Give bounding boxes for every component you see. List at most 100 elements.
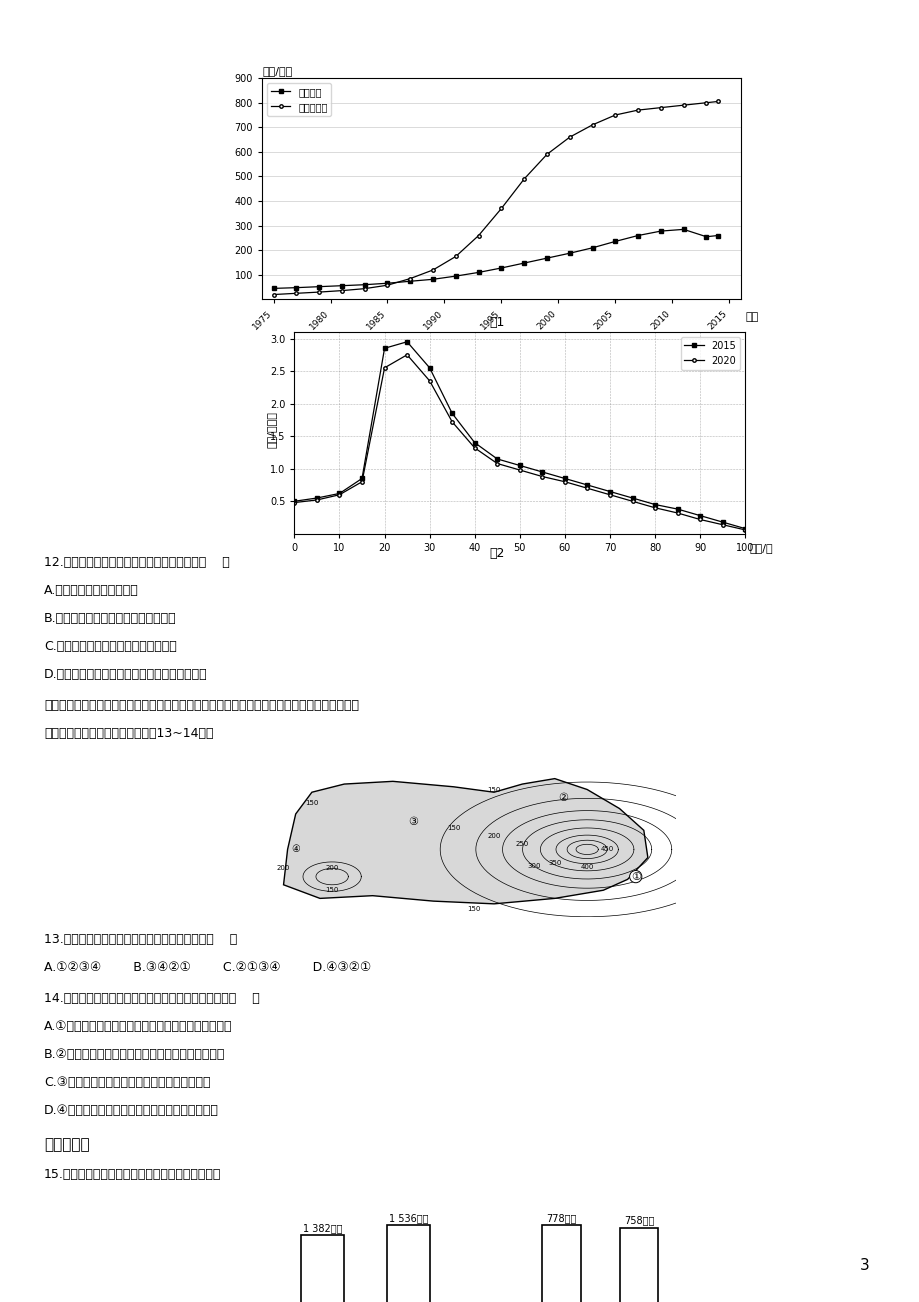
非户籍人口 xyxy=(609,107,620,122)
2015 xyxy=(649,497,660,513)
户籍人口 xyxy=(313,279,324,294)
户籍人口 xyxy=(563,245,574,260)
Text: 人数/万人: 人数/万人 xyxy=(262,65,292,76)
Text: 400: 400 xyxy=(580,865,593,870)
非户籍人口 xyxy=(677,98,688,113)
户籍人口 xyxy=(449,268,460,284)
2020 xyxy=(447,414,458,430)
2015 xyxy=(671,501,682,517)
户籍人口 xyxy=(336,277,347,293)
Line: 户籍人口: 户籍人口 xyxy=(271,228,719,290)
2020 xyxy=(312,492,323,508)
Text: 图1: 图1 xyxy=(489,316,504,329)
户籍人口 xyxy=(632,228,643,243)
非户籍人口 xyxy=(336,283,347,298)
非户籍人口 xyxy=(563,129,574,145)
Polygon shape xyxy=(283,779,647,904)
2015 xyxy=(604,483,615,499)
2020 xyxy=(514,462,525,478)
非户籍人口 xyxy=(654,100,665,116)
2015 xyxy=(289,493,300,509)
Text: 200: 200 xyxy=(277,866,289,871)
2020 xyxy=(582,480,593,496)
Text: D.该城市人口年龄结构不合理，社会象养压力大: D.该城市人口年龄结构不合理，社会象养压力大 xyxy=(44,668,208,681)
Text: 150: 150 xyxy=(467,906,480,913)
户籍人口 xyxy=(427,272,438,288)
2020 xyxy=(492,456,503,471)
非户籍人口 xyxy=(495,201,506,216)
户籍人口 xyxy=(472,264,483,280)
Text: ②: ② xyxy=(557,793,567,802)
2015 xyxy=(694,508,705,523)
Text: 200: 200 xyxy=(487,833,500,838)
户籍人口 xyxy=(381,276,392,292)
2015 xyxy=(402,333,413,349)
户籍人口 xyxy=(495,260,506,276)
2015 xyxy=(312,490,323,505)
非户籍人口 xyxy=(700,95,711,111)
Text: A.①地区人口潜力大，主要的影响因素是自然条件优越: A.①地区人口潜力大，主要的影响因素是自然条件优越 xyxy=(44,1019,233,1032)
户籍人口 xyxy=(290,280,301,296)
Line: 2020: 2020 xyxy=(292,353,746,531)
非户籍人口 xyxy=(586,117,597,133)
2020 xyxy=(289,495,300,510)
户籍人口 xyxy=(677,221,688,237)
Text: 778万人: 778万人 xyxy=(546,1213,576,1223)
Bar xyxy=(619,1228,658,1302)
2020 xyxy=(559,474,570,490)
Text: 150: 150 xyxy=(487,786,500,793)
2020 xyxy=(671,505,682,521)
非户籍人口 xyxy=(518,171,529,186)
Text: 年份: 年份 xyxy=(744,312,757,323)
户籍人口 xyxy=(358,277,369,293)
Text: 150: 150 xyxy=(305,801,318,806)
Text: A.该城市人口自然增长率高: A.该城市人口自然增长率高 xyxy=(44,583,139,596)
Text: 300: 300 xyxy=(528,863,540,868)
2015 xyxy=(717,514,728,530)
2015 xyxy=(334,486,345,501)
Text: ③: ③ xyxy=(408,818,417,827)
非户籍人口 xyxy=(541,147,552,163)
Text: 1 382万人: 1 382万人 xyxy=(302,1223,342,1233)
Text: C.③地区人口潜力主要限制性因素是水资源不足: C.③地区人口潜力主要限制性因素是水资源不足 xyxy=(44,1075,210,1088)
Text: 15.读北京市常住人口调查数据图，完成下列各题。: 15.读北京市常住人口调查数据图，完成下列各题。 xyxy=(44,1168,221,1181)
Text: 年龄/岁: 年龄/岁 xyxy=(749,543,773,553)
2015 xyxy=(447,406,458,422)
2015 xyxy=(559,471,570,487)
Text: B.该城市面临着严重的劳动力过剖问题: B.该城市面临着严重的劳动力过剖问题 xyxy=(44,612,176,625)
2015 xyxy=(492,452,503,467)
Legend: 户籍人口, 非户籍人口: 户籍人口, 非户籍人口 xyxy=(267,83,331,116)
户籍人口 xyxy=(711,228,722,243)
2020 xyxy=(402,346,413,362)
户籍人口 xyxy=(609,233,620,249)
Text: C.该城市城市化发展的拉力远大于推力: C.该城市城市化发展的拉力远大于推力 xyxy=(44,639,176,652)
Bar xyxy=(387,1225,429,1302)
Text: 150: 150 xyxy=(325,887,338,893)
Text: 1 536万人: 1 536万人 xyxy=(389,1213,428,1223)
2020 xyxy=(694,512,705,527)
非户籍人口 xyxy=(267,286,278,302)
Text: A.①②③④        B.③④②①        C.②①③④        D.④③②①: A.①②③④ B.③④②① C.②①③④ D.④③②① xyxy=(44,961,371,974)
户籍人口 xyxy=(700,229,711,245)
Text: 450: 450 xyxy=(600,846,613,853)
Text: 3: 3 xyxy=(858,1258,868,1273)
2020 xyxy=(717,517,728,533)
非户籍人口 xyxy=(381,277,392,293)
户籍人口 xyxy=(541,250,552,266)
2020 xyxy=(334,487,345,503)
非户籍人口 xyxy=(313,284,324,299)
非户籍人口 xyxy=(427,262,438,277)
Text: ④: ④ xyxy=(291,845,300,854)
Text: 250: 250 xyxy=(516,841,528,846)
非户籍人口 xyxy=(472,228,483,243)
非户籍人口 xyxy=(711,94,722,109)
2015 xyxy=(424,361,435,376)
2020 xyxy=(627,493,638,509)
2020 xyxy=(604,487,615,503)
户籍人口 xyxy=(267,280,278,296)
Text: 350: 350 xyxy=(548,861,561,866)
Line: 非户籍人口: 非户籍人口 xyxy=(271,100,719,297)
户籍人口 xyxy=(518,255,529,271)
户籍人口 xyxy=(404,273,415,289)
Text: 人口/百万人: 人口/百万人 xyxy=(267,411,276,448)
